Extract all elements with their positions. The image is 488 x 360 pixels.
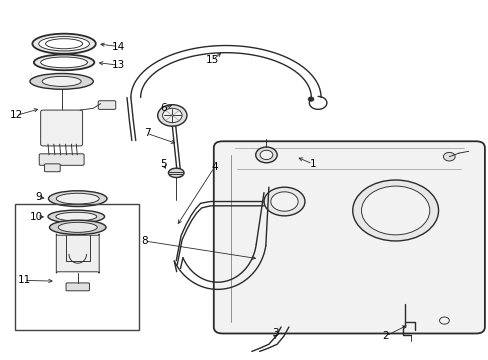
Ellipse shape <box>352 180 438 241</box>
FancyBboxPatch shape <box>213 141 484 333</box>
Ellipse shape <box>307 97 313 101</box>
FancyBboxPatch shape <box>66 283 89 291</box>
FancyBboxPatch shape <box>41 110 82 146</box>
Ellipse shape <box>58 222 97 232</box>
Text: 8: 8 <box>141 236 147 246</box>
Ellipse shape <box>39 37 89 51</box>
Ellipse shape <box>361 186 429 235</box>
Ellipse shape <box>41 57 87 68</box>
Text: 11: 11 <box>18 275 31 285</box>
Text: 3: 3 <box>271 328 278 338</box>
FancyBboxPatch shape <box>56 234 99 273</box>
Ellipse shape <box>260 150 272 159</box>
Ellipse shape <box>56 212 97 221</box>
Text: 15: 15 <box>206 55 219 65</box>
Text: 9: 9 <box>35 192 41 202</box>
Text: 14: 14 <box>112 42 125 51</box>
FancyBboxPatch shape <box>39 154 84 165</box>
Ellipse shape <box>443 152 454 161</box>
Ellipse shape <box>42 76 81 86</box>
Ellipse shape <box>49 220 106 234</box>
Text: 7: 7 <box>143 129 150 138</box>
Text: 12: 12 <box>10 111 23 121</box>
Ellipse shape <box>162 108 182 123</box>
Text: 2: 2 <box>382 331 388 341</box>
Text: 6: 6 <box>161 103 167 113</box>
Ellipse shape <box>30 73 93 89</box>
Text: 10: 10 <box>30 212 43 222</box>
Ellipse shape <box>168 168 183 177</box>
Text: 5: 5 <box>160 159 166 169</box>
Bar <box>15 204 139 330</box>
Ellipse shape <box>56 193 99 204</box>
Ellipse shape <box>32 34 96 54</box>
Ellipse shape <box>48 210 104 223</box>
Ellipse shape <box>255 147 277 163</box>
FancyBboxPatch shape <box>44 164 60 172</box>
Ellipse shape <box>158 105 186 126</box>
Ellipse shape <box>48 191 107 207</box>
Ellipse shape <box>34 54 94 70</box>
Ellipse shape <box>264 187 305 216</box>
Text: 13: 13 <box>112 60 125 70</box>
FancyBboxPatch shape <box>98 101 116 109</box>
Ellipse shape <box>270 192 298 211</box>
Text: 4: 4 <box>210 162 217 172</box>
Text: 1: 1 <box>309 159 315 169</box>
